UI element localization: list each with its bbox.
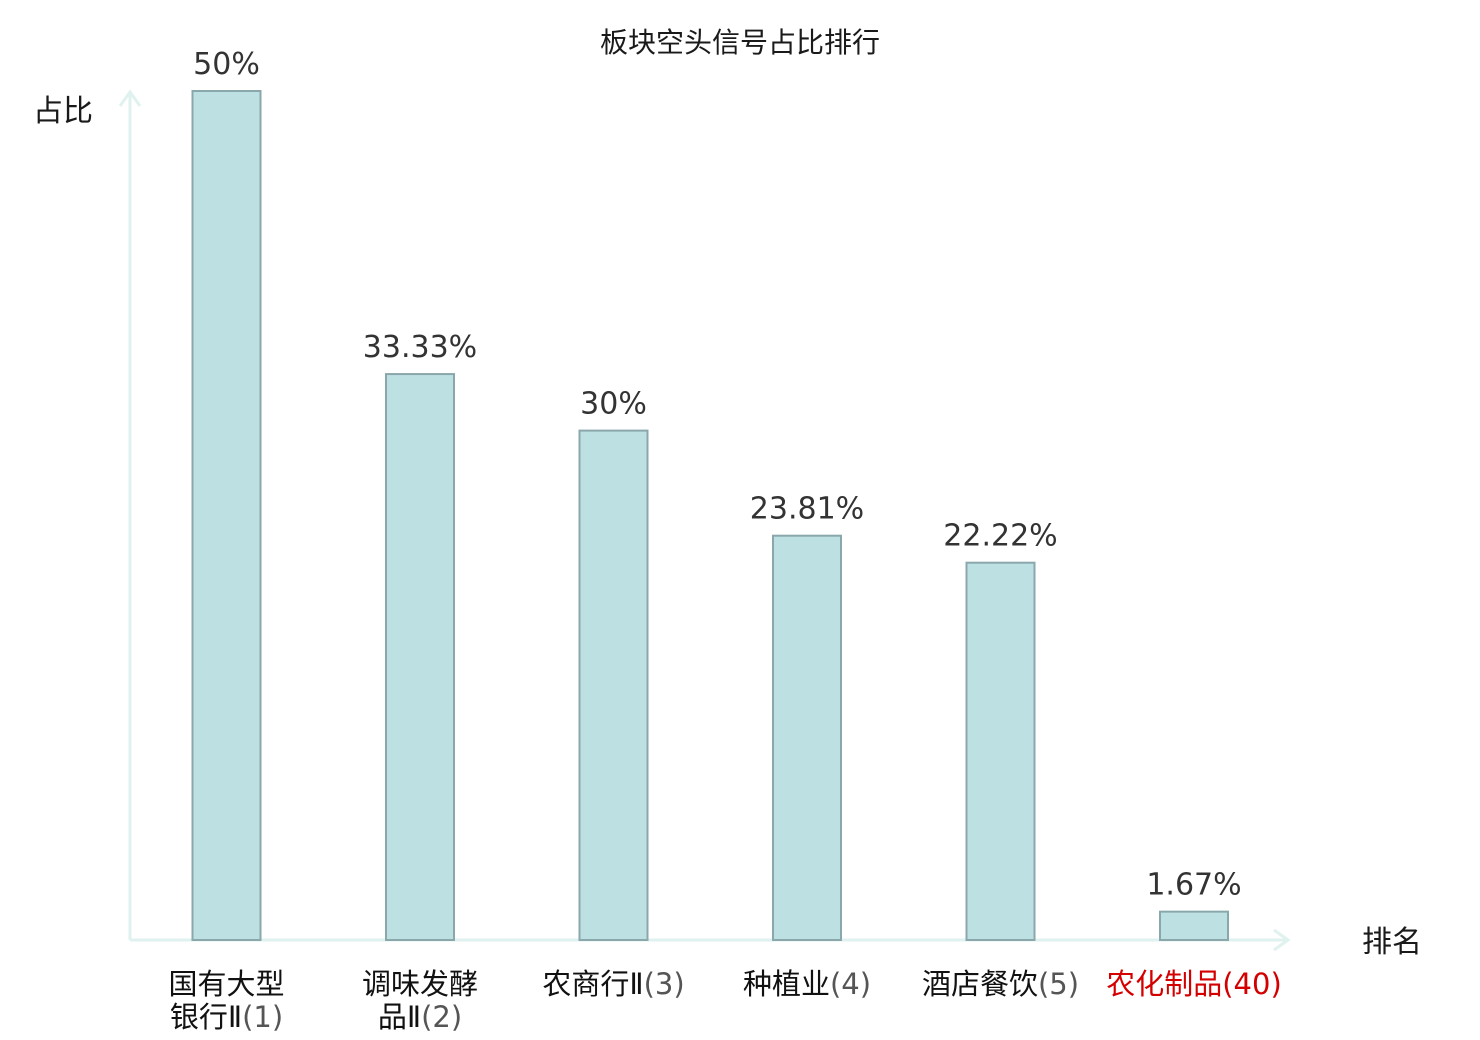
category-rank: (3) [644,967,685,1001]
bar-4 [772,534,842,941]
category-label-line: 农商行Ⅱ(3) [542,967,684,1001]
category-label-line: 品Ⅱ(2) [378,1000,462,1034]
category-rank: (2) [421,1000,462,1034]
bar-2 [385,373,455,942]
axes [118,89,1291,952]
category-label-line: 酒店餐饮(5) [922,967,1079,1001]
value-label-6: 1.67% [1146,868,1241,903]
value-label-1: 50% [193,47,260,82]
category-label-3: 农商行Ⅱ(3) [542,967,684,1001]
category-rank: (1) [242,1000,283,1034]
category-label-5: 酒店餐饮(5) [922,967,1079,1001]
value-labels-group: 50% 33.33% 30% 23.81% 22.22% 1.67% [193,47,1242,903]
chart-title: 板块空头信号占比排行 [600,26,880,59]
category-label-line: 种植业(4) [743,967,871,1001]
value-label-2: 33.33% [363,330,477,365]
category-label-4: 种植业(4) [743,967,871,1001]
y-axis-label: 占比 [33,94,93,129]
y-axis-arrow [118,89,142,107]
category-rank: (5) [1038,967,1079,1001]
bar-5 [965,561,1036,941]
value-label-3: 30% [580,387,647,422]
category-label-line: 调味发酵 [362,967,478,1001]
category-label-line: 国有大型 [168,967,284,1001]
category-rank: (40) [1222,967,1282,1001]
category-label-line: 银行Ⅱ(1) [170,1000,283,1034]
x-axis-arrow [1273,928,1291,952]
bar-6 [1159,910,1229,941]
x-axis-label: 排名 [1362,925,1422,960]
category-label-line: 农化制品(40) [1106,967,1282,1001]
category-label-6: 农化制品(40) [1106,967,1282,1001]
bars-group [191,90,1229,942]
value-label-4: 23.81% [750,492,864,527]
bar-3 [578,429,649,941]
category-rank: (4) [830,967,871,1001]
value-label-5: 22.22% [943,519,1057,554]
bar-1 [191,90,262,941]
